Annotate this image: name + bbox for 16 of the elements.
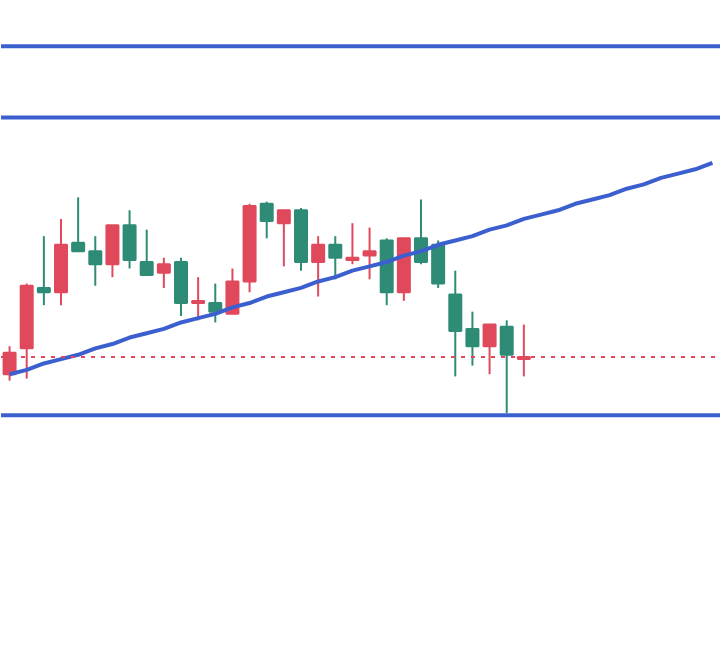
- candlestick: [174, 256, 188, 317]
- candlestick: [54, 217, 68, 307]
- candlestick: [191, 276, 206, 322]
- candlestick: [499, 319, 514, 415]
- candlestick: [328, 235, 343, 281]
- candlestick: [345, 222, 360, 266]
- candlestick: [311, 235, 326, 298]
- candlestick: [276, 209, 291, 268]
- candlestick: [139, 228, 154, 276]
- candlestick: [259, 200, 274, 240]
- candlestick: [36, 235, 51, 307]
- candlestick: [122, 209, 137, 270]
- candlestick: [208, 282, 223, 324]
- candlestick: [105, 224, 120, 279]
- candlestick: [362, 226, 377, 281]
- candlestick: [156, 256, 171, 289]
